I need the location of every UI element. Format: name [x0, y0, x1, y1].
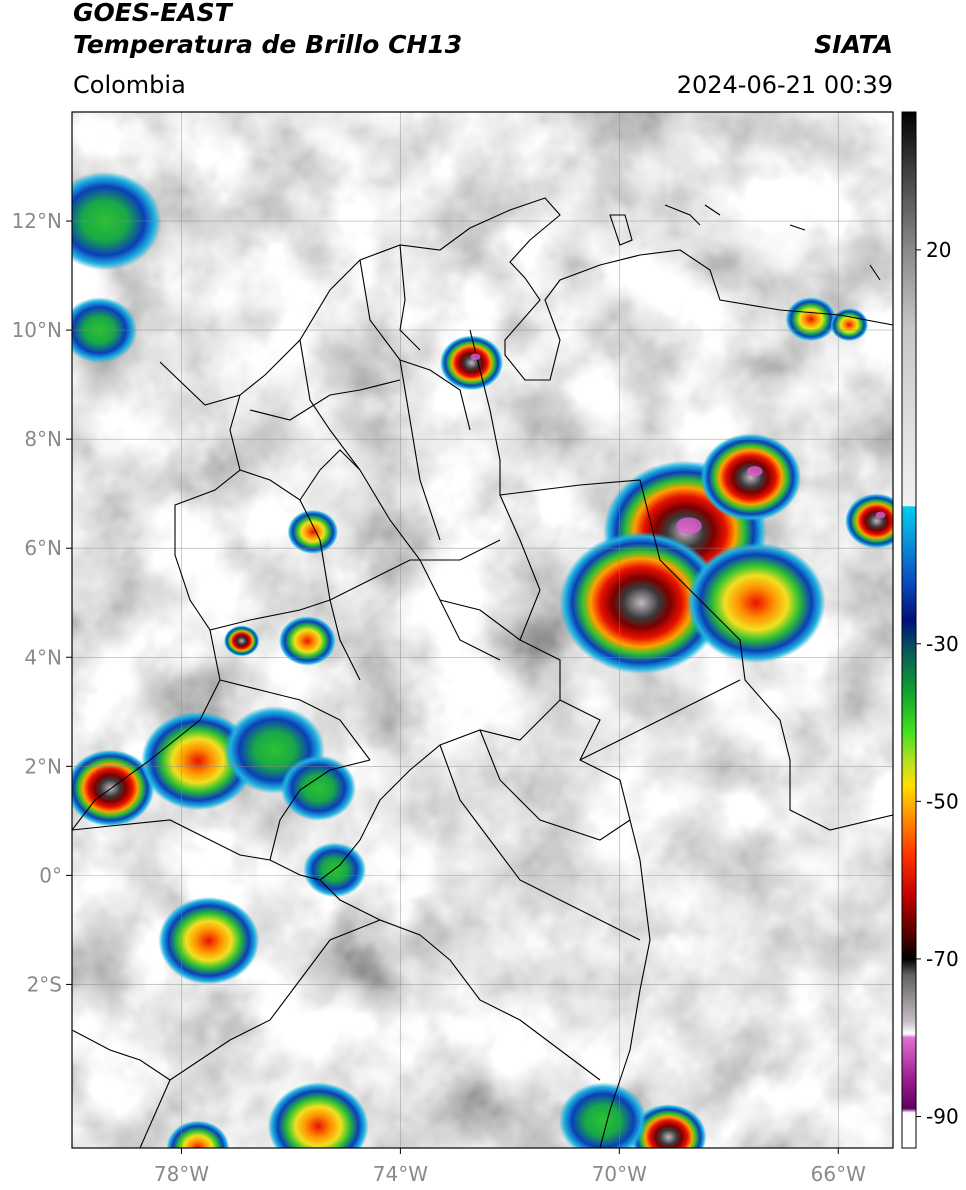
convective-cell-15 — [166, 1120, 230, 1148]
convective-cell-20 — [287, 509, 339, 554]
convective-cell-9 — [279, 616, 336, 666]
timestamp-label: 2024-06-21 00:39 — [676, 71, 893, 99]
convective-cell-11 — [280, 755, 357, 821]
lat-label-2: 8°N — [24, 427, 62, 451]
lat-label-4: 4°N — [24, 645, 62, 669]
latitude-labels: 12°N 10°N 8°N 6°N 4°N 2°N 0° 2°S — [12, 209, 72, 996]
cell-core-1 — [676, 517, 702, 535]
cell-core-2 — [746, 466, 763, 477]
convective-cell-3 — [559, 531, 724, 674]
convective-cell-2 — [700, 433, 802, 522]
cell-core-5 — [875, 511, 886, 519]
cell-centers — [470, 353, 886, 535]
convective-cell-16 — [630, 1104, 707, 1148]
colorbar-label-4: -90 — [926, 1104, 959, 1128]
convective-cell-17 — [558, 1082, 647, 1148]
convective-cell-7 — [141, 711, 255, 811]
lon-label-2: 70°W — [592, 1162, 647, 1186]
convective-cell-13 — [158, 897, 260, 985]
brand-label: SIATA — [814, 30, 893, 59]
satellite-title: GOES-EAST — [73, 0, 232, 27]
colorbar-label-0: 20 — [926, 238, 951, 262]
lat-label-0: 12°N — [12, 209, 62, 233]
lat-label-3: 6°N — [24, 536, 62, 560]
colorbar-label-1: -30 — [926, 632, 959, 656]
political-borders — [72, 197, 893, 1148]
lat-label-1: 10°N — [12, 318, 62, 342]
convective-cells — [72, 171, 893, 1148]
lon-label-1: 74°W — [373, 1162, 428, 1186]
region-label: Colombia — [73, 71, 186, 99]
colorbar-label-3: -70 — [926, 947, 959, 971]
convective-cell-5 — [845, 493, 893, 549]
lon-label-0: 78°W — [154, 1162, 209, 1186]
convective-cell-6 — [72, 749, 155, 827]
colorbar-ticks: 20 -30 -50 -70 -90 — [916, 238, 959, 1128]
map-frame — [71, 111, 894, 1149]
convective-cell-22 — [830, 308, 869, 342]
convective-cell-10 — [224, 625, 260, 657]
convective-cell-0 — [440, 335, 504, 391]
colorbar-fill — [902, 112, 916, 1148]
colorbar-gradient — [902, 112, 916, 1148]
lat-label-7: 2°S — [27, 972, 62, 996]
lon-label-3: 66°W — [811, 1162, 866, 1186]
convective-cell-12 — [303, 842, 367, 898]
colorbar-frame — [901, 111, 917, 1149]
product-title: Temperatura de Brillo CH13 — [73, 30, 463, 59]
convective-cell-14 — [267, 1082, 369, 1148]
lat-label-5: 2°N — [24, 754, 62, 778]
longitude-labels: 78°W 74°W 70°W 66°W — [154, 1148, 866, 1186]
cell-core-0 — [470, 353, 481, 361]
convective-cell-4 — [686, 542, 826, 663]
lat-label-6: 0° — [39, 863, 62, 887]
colorbar-label-2: -50 — [926, 789, 959, 813]
